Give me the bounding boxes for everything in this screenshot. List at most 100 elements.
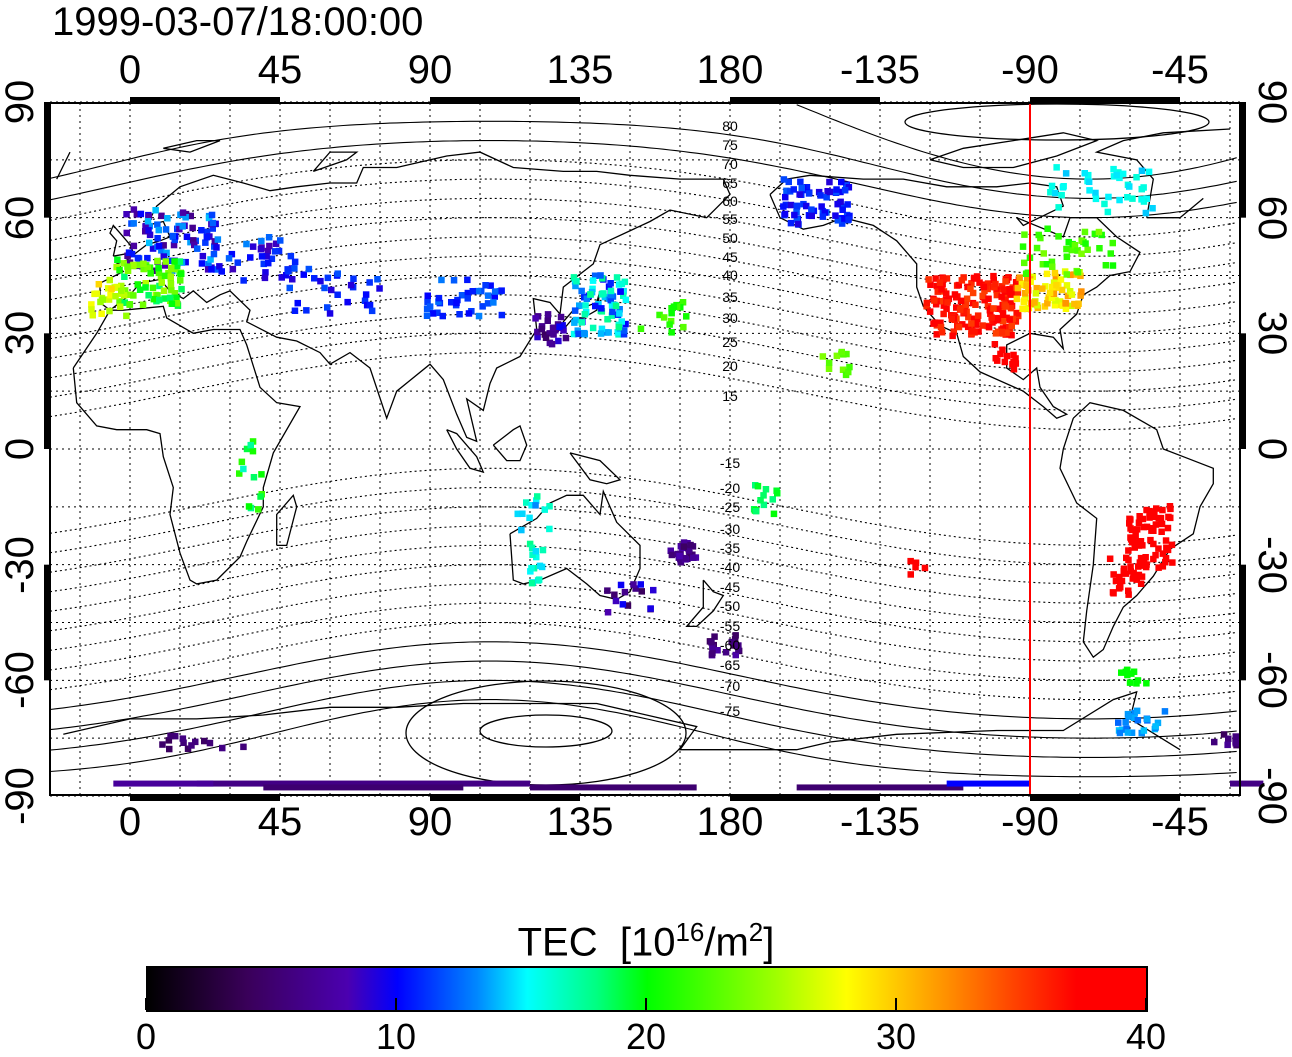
tec-point xyxy=(125,249,133,256)
tec-point xyxy=(940,275,947,283)
tec-point xyxy=(1058,191,1065,199)
contour-label: -65 xyxy=(719,657,741,673)
tec-point xyxy=(121,273,128,280)
tec-point xyxy=(735,642,742,649)
tec-point xyxy=(604,316,611,323)
tec-point xyxy=(173,294,180,301)
tec-point xyxy=(838,178,845,186)
tec-point xyxy=(146,231,154,239)
tec-point xyxy=(1006,316,1013,323)
tec-point xyxy=(107,291,114,299)
tec-point xyxy=(236,470,243,477)
tec-point xyxy=(528,502,535,509)
tec-point xyxy=(927,281,934,288)
tec-point xyxy=(770,510,778,518)
tec-point xyxy=(212,266,220,273)
tec-point xyxy=(793,202,801,210)
colorbar-title: TEC [1016/m2] xyxy=(517,917,775,965)
tec-point xyxy=(999,318,1007,325)
tec-point xyxy=(464,289,472,297)
tec-point xyxy=(534,328,541,336)
tec-point xyxy=(1051,302,1059,309)
tec-point xyxy=(1078,250,1085,257)
tec-point xyxy=(284,266,291,273)
tec-point xyxy=(979,292,986,300)
tec-point xyxy=(637,325,645,332)
tec-point xyxy=(837,188,844,196)
tec-point xyxy=(583,295,591,302)
tec-point xyxy=(618,280,626,288)
tec-point xyxy=(464,295,471,302)
mag-contour xyxy=(49,660,1237,739)
tec-point xyxy=(999,346,1006,353)
contour-label: -15 xyxy=(719,455,741,471)
tec-point xyxy=(980,283,987,291)
tec-point xyxy=(846,212,853,220)
tec-point xyxy=(183,233,191,240)
tec-point xyxy=(607,287,615,295)
right-lat-tick: 0 xyxy=(1250,437,1292,461)
tec-point xyxy=(638,588,645,595)
mag-contour xyxy=(49,564,1237,643)
tec-point xyxy=(114,256,121,263)
contour-label: 45 xyxy=(722,249,738,265)
tec-point xyxy=(933,282,941,290)
tec-point xyxy=(198,227,205,234)
tec-point xyxy=(963,295,971,302)
tec-point xyxy=(1150,527,1157,534)
tec-point xyxy=(1052,297,1059,304)
contour-label: 70 xyxy=(722,156,738,172)
tec-point xyxy=(546,339,554,347)
tec-point xyxy=(1044,300,1051,307)
tec-point xyxy=(815,188,823,196)
tec-point xyxy=(1001,358,1009,366)
tec-point xyxy=(780,203,787,210)
tec-point xyxy=(612,597,620,605)
tec-point xyxy=(587,291,594,298)
tec-point xyxy=(730,642,737,649)
tec-point xyxy=(575,330,582,338)
tec-point xyxy=(324,274,332,282)
tec-point xyxy=(1040,250,1047,257)
tec-point xyxy=(1122,570,1129,577)
tec-point xyxy=(769,496,776,503)
tec-point xyxy=(680,323,687,331)
tec-point xyxy=(1021,259,1028,267)
top-lon-tick: 90 xyxy=(407,48,453,92)
tec-point xyxy=(126,259,134,266)
tec-point xyxy=(1032,290,1040,297)
tec-point xyxy=(1024,275,1031,282)
tec-point xyxy=(161,262,169,269)
tec-point xyxy=(992,330,1000,337)
tec-point xyxy=(142,280,149,287)
tec-point xyxy=(533,553,540,561)
tec-point xyxy=(823,194,830,201)
tec-point xyxy=(1152,521,1160,528)
tec-point xyxy=(1110,571,1117,578)
tec-point xyxy=(1101,200,1108,208)
tec-point xyxy=(326,310,334,317)
tec-point xyxy=(538,325,545,333)
tec-point xyxy=(975,328,982,335)
tec-point xyxy=(937,323,945,331)
tec-point xyxy=(938,286,945,293)
contour-label: 60 xyxy=(722,193,738,209)
tec-point xyxy=(546,503,553,510)
tec-point xyxy=(819,213,827,220)
tec-point xyxy=(821,209,828,216)
tec-point xyxy=(1140,727,1148,734)
tec-point xyxy=(160,253,167,260)
tec-point xyxy=(1077,292,1084,299)
tec-point xyxy=(1159,563,1167,570)
tec-point xyxy=(708,651,716,658)
tec-point xyxy=(88,301,95,308)
tec-point xyxy=(600,290,607,297)
mag-contour xyxy=(49,197,1237,277)
tec-point xyxy=(1133,174,1140,181)
tec-point xyxy=(479,303,486,310)
tec-point xyxy=(528,544,536,552)
tec-point xyxy=(1055,204,1062,211)
tec-point xyxy=(1124,194,1131,201)
tec-point xyxy=(264,247,272,255)
tec-point xyxy=(1142,563,1150,571)
